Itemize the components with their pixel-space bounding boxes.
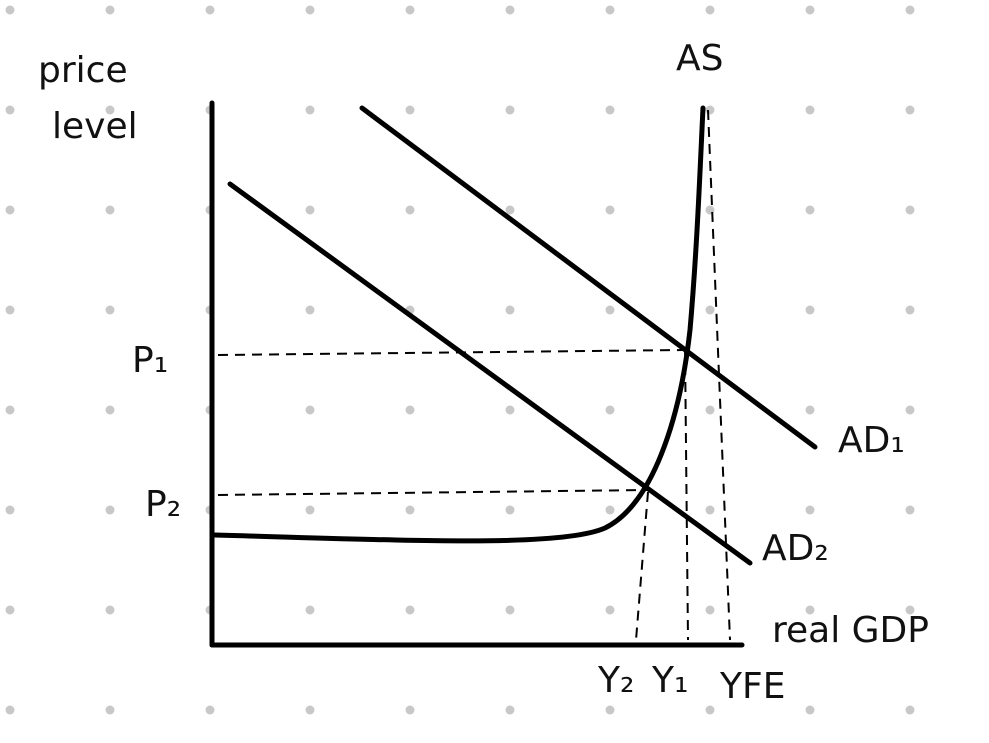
yfe-guide [707, 109, 731, 641]
grid-dot [5, 405, 15, 415]
grid-dot [405, 405, 415, 415]
grid-dot [605, 605, 615, 615]
grid-dot [105, 5, 115, 15]
grid-dot [405, 705, 415, 715]
grid-dot [905, 705, 915, 715]
y-axis-label: level [52, 106, 138, 147]
grid-dot [405, 505, 415, 515]
grid-dot [505, 105, 515, 115]
grid-dot [805, 605, 815, 615]
grid-dot [5, 105, 15, 115]
grid-dot [305, 605, 315, 615]
grid-dot [505, 205, 515, 215]
p1-label: P₁ [132, 340, 168, 381]
as-curve [212, 105, 706, 544]
grid-dot [5, 505, 15, 515]
as-label: AS [676, 38, 723, 79]
grid-dot [605, 405, 615, 415]
grid-dot [605, 705, 615, 715]
grid-dot [605, 505, 615, 515]
grid-dot [905, 5, 915, 15]
grid-dot [805, 105, 815, 115]
grid-dot [805, 705, 815, 715]
grid-dot [105, 305, 115, 315]
grid-dot [305, 405, 315, 415]
grid-dot [5, 5, 15, 15]
grid-dot [305, 105, 315, 115]
grid-dot [705, 5, 715, 15]
grid-dot [405, 205, 415, 215]
grid-dot [105, 605, 115, 615]
grid-dot [5, 205, 15, 215]
p1-guide [217, 349, 684, 356]
grid-dot [105, 405, 115, 415]
ad2-label: AD₂ [762, 528, 829, 569]
ad1-label: AD₁ [838, 420, 905, 461]
grid-dot [905, 205, 915, 215]
grid-dot [305, 205, 315, 215]
grid-dot [305, 705, 315, 715]
grid-dot [705, 105, 715, 115]
grid-dot [505, 605, 515, 615]
grid-dot [405, 5, 415, 15]
grid-dot [505, 505, 515, 515]
grid-dot [705, 305, 715, 315]
yfe-label: YFE [719, 666, 785, 707]
grid-dot [805, 205, 815, 215]
grid-dot [605, 205, 615, 215]
y2-label: Y₂ [597, 660, 634, 701]
grid-dot [705, 705, 715, 715]
p2-guide [217, 489, 649, 496]
grid-dot [805, 5, 815, 15]
grid-dot [705, 605, 715, 615]
grid-dot [805, 505, 815, 515]
grid-dot [905, 505, 915, 515]
grid-dot [105, 705, 115, 715]
grid-dot [405, 105, 415, 115]
grid-dot [405, 605, 415, 615]
grid-dot [105, 205, 115, 215]
ad2-curve [227, 181, 753, 566]
grid-dot [505, 5, 515, 15]
grid-dot [905, 605, 915, 615]
grid-dot [5, 705, 15, 715]
grid-dot [105, 105, 115, 115]
y-axis-label: price [38, 50, 128, 91]
grid-dot [305, 5, 315, 15]
y1-label: Y₁ [651, 660, 688, 701]
grid-dot [605, 305, 615, 315]
grid-dot [705, 505, 715, 515]
grid-dot [905, 105, 915, 115]
dot-grid [5, 5, 915, 715]
p2-label: P₂ [145, 484, 181, 525]
grid-dot [505, 305, 515, 315]
grid-dot [905, 405, 915, 415]
grid-dot [605, 105, 615, 115]
grid-dot [805, 405, 815, 415]
grid-dot [205, 705, 215, 715]
grid-dot [805, 305, 815, 315]
grid-dot [205, 5, 215, 15]
grid-dot [505, 705, 515, 715]
grid-dot [705, 405, 715, 415]
y2-guide [635, 491, 649, 641]
grid-dot [5, 305, 15, 315]
grid-dot [305, 305, 315, 315]
grid-dot [605, 5, 615, 15]
x-axis-label: real GDP [772, 610, 929, 651]
y1-guide [684, 347, 689, 641]
grid-dot [905, 305, 915, 315]
grid-dot [105, 505, 115, 515]
grid-dot [305, 505, 315, 515]
grid-dot [5, 605, 15, 615]
grid-dot [505, 405, 515, 415]
ad1-curve [359, 105, 818, 450]
